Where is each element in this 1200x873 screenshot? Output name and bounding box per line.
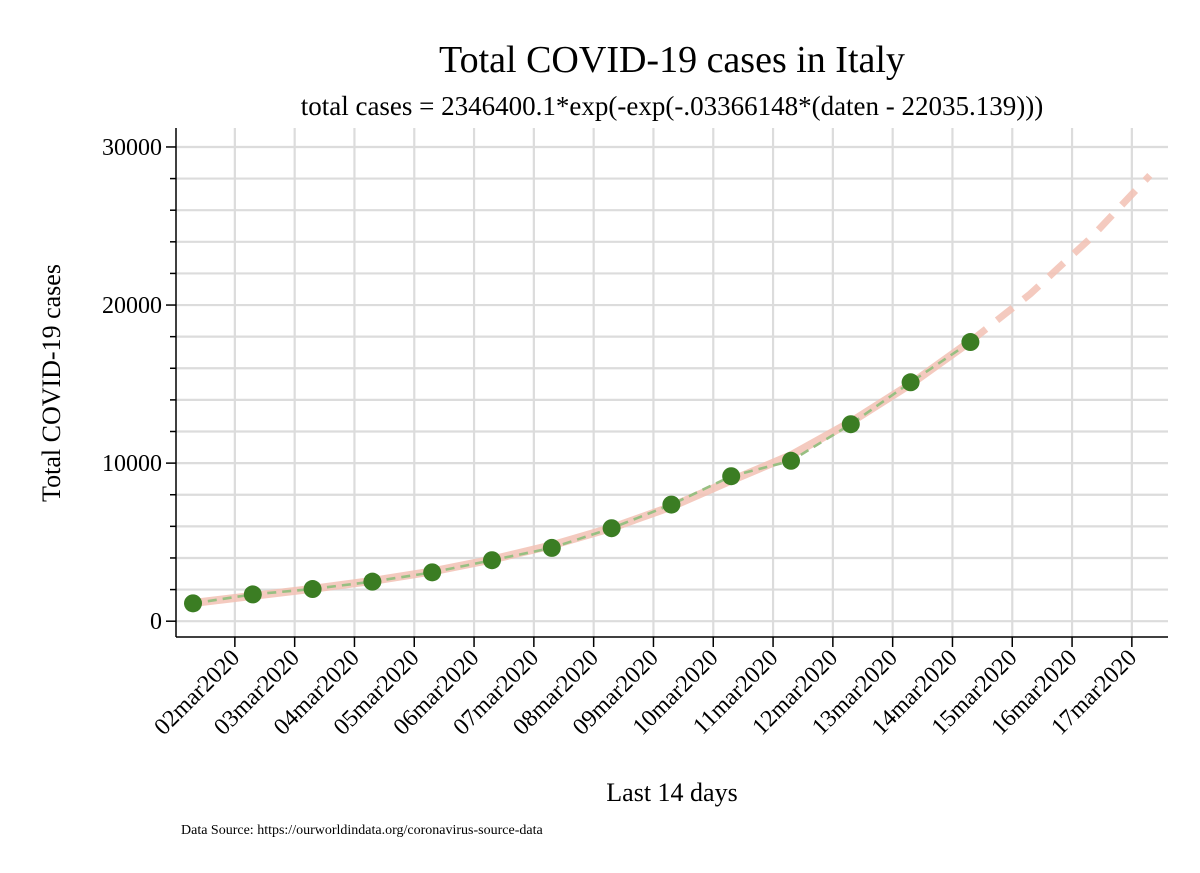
data-point bbox=[303, 580, 322, 599]
x-axis-title: Last 14 days bbox=[606, 778, 737, 807]
y-tick-label: 20000 bbox=[102, 293, 162, 319]
series-layer bbox=[184, 172, 1153, 613]
y-tick-label: 0 bbox=[150, 609, 162, 635]
data-source-note: Data Source: https://ourworldindata.org/… bbox=[181, 823, 543, 838]
data-point bbox=[483, 551, 501, 570]
tick-labels: 010000200003000002mar202003mar202004mar2… bbox=[102, 135, 1142, 741]
chart-title: Total COVID-19 cases in Italy bbox=[439, 39, 905, 81]
fit-line bbox=[189, 337, 975, 607]
observed-dashed-line bbox=[192, 340, 972, 605]
data-point bbox=[243, 585, 262, 604]
chart-subtitle: total cases = 2346400.1*exp(-exp(-.03366… bbox=[301, 91, 1044, 121]
y-axis-title: Total COVID-19 cases bbox=[37, 264, 66, 502]
data-point bbox=[662, 495, 681, 514]
data-point bbox=[363, 572, 382, 591]
data-point bbox=[184, 594, 202, 613]
y-tick-label: 10000 bbox=[102, 451, 162, 477]
data-point bbox=[602, 519, 621, 538]
data-point bbox=[722, 467, 741, 486]
data-point bbox=[841, 415, 860, 434]
y-tick-label: 30000 bbox=[102, 135, 162, 161]
data-point bbox=[423, 563, 442, 582]
data-point bbox=[901, 373, 920, 392]
data-point bbox=[782, 451, 800, 470]
grid-layer bbox=[176, 128, 1168, 637]
data-point bbox=[542, 538, 561, 557]
data-point bbox=[961, 333, 980, 352]
forecast-line bbox=[968, 172, 1153, 345]
axes-layer bbox=[166, 128, 1168, 647]
